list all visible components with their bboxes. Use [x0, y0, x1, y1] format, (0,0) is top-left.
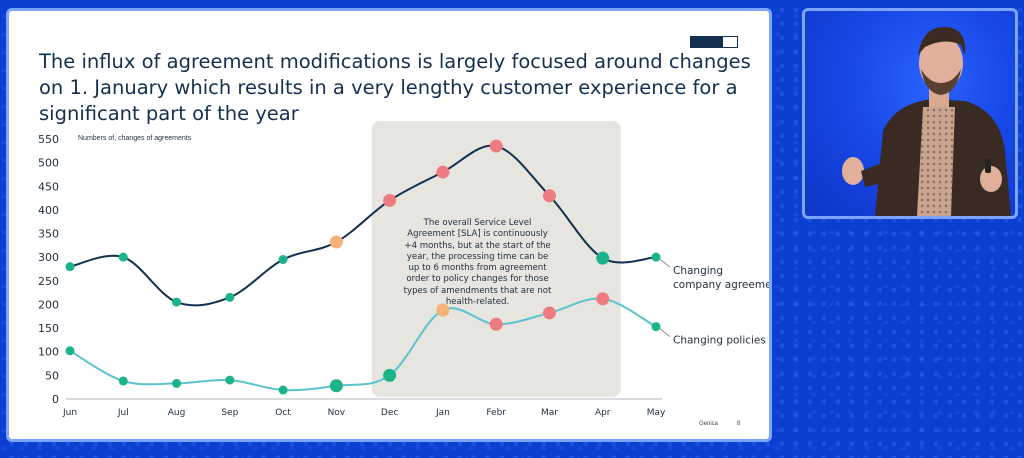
series-label-leader: [659, 328, 671, 337]
y-tick-label: 350: [38, 228, 59, 241]
speaker-video: [802, 8, 1018, 219]
x-tick-label: Jan: [435, 408, 450, 418]
data-point: [172, 297, 182, 307]
data-point: [542, 189, 556, 203]
x-tick-label: Aug: [168, 408, 186, 418]
line-chart: Numbers of, changes of agreements 0 50 100 1…: [38, 121, 772, 418]
series-label: Changing policies: [673, 335, 766, 347]
x-tick-label: Oct: [275, 408, 291, 418]
x-tick-label: Mar: [541, 408, 558, 418]
y-tick-label: 0: [52, 393, 59, 406]
data-point: [225, 292, 235, 302]
data-point: [172, 378, 182, 388]
y-tick-label: 250: [38, 275, 59, 288]
presentation-slide: The influx of agreement modifications is…: [6, 8, 772, 442]
data-point: [436, 165, 450, 179]
data-point: [118, 252, 128, 262]
x-tick-label: Sep: [221, 408, 238, 418]
x-tick-label: Apr: [595, 408, 611, 418]
data-point: [278, 255, 288, 265]
y-tick-label: 150: [38, 322, 59, 335]
sla-callout-text: The overall Service Level Agreement [SLA…: [403, 218, 552, 308]
x-tick-label: May: [647, 408, 666, 418]
data-point: [489, 317, 503, 331]
y-tick-label: 500: [38, 157, 59, 170]
slide-progress-bar: [690, 36, 738, 48]
data-point: [383, 368, 397, 382]
data-point: [651, 252, 661, 262]
page-number: 8: [737, 421, 741, 427]
x-tick-label: Jul: [117, 408, 129, 418]
data-point: [65, 346, 75, 356]
data-point: [596, 292, 610, 306]
data-point: [596, 251, 610, 265]
data-point: [542, 306, 556, 320]
x-tick-label: Febr: [486, 408, 506, 418]
data-point: [383, 193, 397, 207]
y-axis-label: Numbers of, changes of agreements: [78, 135, 192, 142]
data-point: [225, 375, 235, 385]
series-label: company agreement: [673, 279, 772, 291]
y-tick-label: 550: [38, 133, 59, 146]
y-tick-label: 200: [38, 298, 59, 311]
series-label: Changing: [673, 265, 723, 277]
y-tick-label: 450: [38, 180, 59, 193]
speaker-image: [842, 26, 1011, 216]
data-point: [278, 385, 288, 395]
x-tick-label: Jun: [62, 408, 77, 418]
y-tick-label: 400: [38, 204, 59, 217]
data-point: [118, 376, 128, 386]
data-point: [436, 303, 450, 317]
x-tick-label: Nov: [328, 408, 346, 418]
series-label-leader: [659, 258, 671, 268]
data-point: [329, 379, 343, 393]
data-point: [651, 322, 661, 332]
y-tick-label: 50: [45, 369, 59, 382]
footer-brand: Genica: [699, 421, 719, 427]
x-tick-label: Dec: [381, 408, 398, 418]
data-point: [65, 262, 75, 272]
slide-title: The influx of agreement modifications is…: [39, 50, 751, 125]
y-tick-label: 100: [38, 346, 59, 359]
slide-progress-fill: [691, 37, 724, 47]
data-point: [329, 235, 343, 249]
data-point: [489, 139, 503, 153]
y-tick-label: 300: [38, 251, 59, 264]
highlight-region: [371, 121, 621, 397]
